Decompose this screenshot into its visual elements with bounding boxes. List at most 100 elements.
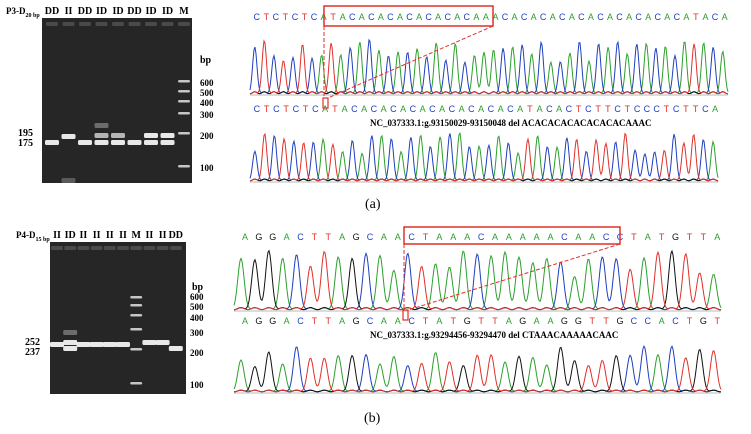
base-letter: A xyxy=(556,104,563,114)
gel-well xyxy=(143,246,156,250)
base-letter: A xyxy=(380,104,387,114)
gel-well xyxy=(79,22,91,26)
base-letter: G xyxy=(574,316,582,326)
base-letter: A xyxy=(377,12,384,22)
base-letter: A xyxy=(645,12,652,22)
lane-label: II xyxy=(105,230,114,241)
deletion-box-b xyxy=(403,226,621,245)
base-letter: C xyxy=(654,12,661,22)
trace-T xyxy=(249,39,729,95)
base-letter: G xyxy=(352,232,360,242)
base-letter: T xyxy=(683,104,689,114)
base-letter: T xyxy=(263,104,270,114)
chromatogram-a-bottom-trace xyxy=(249,132,719,183)
lane-label: ID xyxy=(161,6,174,17)
base-letter: A xyxy=(714,232,721,242)
base-letter: C xyxy=(507,104,514,114)
ladder-label: 300 xyxy=(200,110,214,120)
base-letter: A xyxy=(482,12,489,22)
base-letter: A xyxy=(436,316,443,326)
base-letter: T xyxy=(595,104,601,114)
chromatogram-b-top-trace xyxy=(233,249,722,312)
gel-well xyxy=(117,246,129,250)
base-letter: C xyxy=(644,316,652,326)
base-letter: T xyxy=(422,316,429,326)
base-letter: A xyxy=(536,104,543,114)
base-letter: T xyxy=(450,316,457,326)
trace-T xyxy=(233,350,722,393)
base-letter: A xyxy=(394,316,401,326)
base-letter: G xyxy=(699,316,707,326)
base-letter: A xyxy=(505,232,512,242)
sample-band xyxy=(63,346,78,351)
base-letter: A xyxy=(607,12,614,22)
base-letter: A xyxy=(464,232,471,242)
ladder-band xyxy=(178,100,190,103)
sample-band xyxy=(160,133,175,138)
gel-well xyxy=(64,246,77,250)
base-letter: C xyxy=(253,12,261,22)
sample-band xyxy=(144,140,158,145)
base-letter: A xyxy=(283,232,290,242)
lane-label: DD xyxy=(77,6,93,17)
base-letter: C xyxy=(387,12,394,22)
gel-b-title: P4-D15 bp xyxy=(16,230,50,243)
base-letter: G xyxy=(269,316,277,326)
trace-T xyxy=(233,250,722,311)
ladder-band xyxy=(178,90,190,93)
base-letter: C xyxy=(370,104,378,114)
sample-band xyxy=(45,140,59,145)
base-letter: A xyxy=(721,12,728,22)
sample-band xyxy=(61,178,76,183)
lane-label: II xyxy=(145,230,154,241)
ladder-band xyxy=(178,132,190,135)
base-letter: A xyxy=(439,104,446,114)
lane-label: ID xyxy=(64,230,76,241)
base-letter: A xyxy=(533,316,540,326)
gel-a-title: P3-D20 bp xyxy=(6,6,40,19)
lane-label: II xyxy=(158,230,167,241)
base-letter: C xyxy=(468,104,475,114)
base-letter: A xyxy=(497,104,504,114)
base-letter: G xyxy=(255,232,263,242)
lane-label: II xyxy=(79,230,88,241)
base-letter: A xyxy=(702,12,709,22)
base-letter: C xyxy=(578,12,585,22)
base-letter: A xyxy=(394,232,401,242)
chromatogram-b-bottom-trace xyxy=(233,344,722,394)
base-letter: A xyxy=(491,232,498,242)
base-letter: C xyxy=(672,104,680,114)
base-letter: A xyxy=(241,232,248,242)
base-letter: C xyxy=(408,232,415,242)
base-letter: A xyxy=(533,232,540,242)
base-letter: C xyxy=(520,12,528,22)
base-letter: C xyxy=(297,316,304,326)
base-letter: T xyxy=(311,232,318,242)
base-letter: T xyxy=(283,104,289,114)
deletion-line-a-right xyxy=(327,25,494,99)
base-letter: T xyxy=(686,316,693,326)
ladder-band xyxy=(130,348,143,351)
base-letter: C xyxy=(565,104,573,114)
ladder-band xyxy=(178,112,190,115)
base-letter: T xyxy=(624,104,631,114)
gel-a-image xyxy=(42,18,192,183)
base-letter: A xyxy=(568,12,575,22)
gel-well xyxy=(130,246,143,250)
base-letter: G xyxy=(463,316,471,326)
base-letter: A xyxy=(658,316,665,326)
base-letter: C xyxy=(616,12,623,22)
sample-band xyxy=(94,133,109,138)
base-letter: A xyxy=(322,104,329,114)
base-letter: G xyxy=(255,316,263,326)
base-letter: C xyxy=(406,12,413,22)
gel-well xyxy=(112,22,124,26)
base-letter: A xyxy=(416,12,423,22)
gel-a-bands xyxy=(45,22,190,183)
chromatogram-a-caption: NC_037333.1:g.93150029-93150048 del ACAC… xyxy=(370,118,652,128)
base-letter: C xyxy=(702,104,709,114)
sample-band xyxy=(94,123,109,128)
base-letter: A xyxy=(519,232,526,242)
base-letter: A xyxy=(450,232,457,242)
lane-label: II xyxy=(92,230,101,241)
